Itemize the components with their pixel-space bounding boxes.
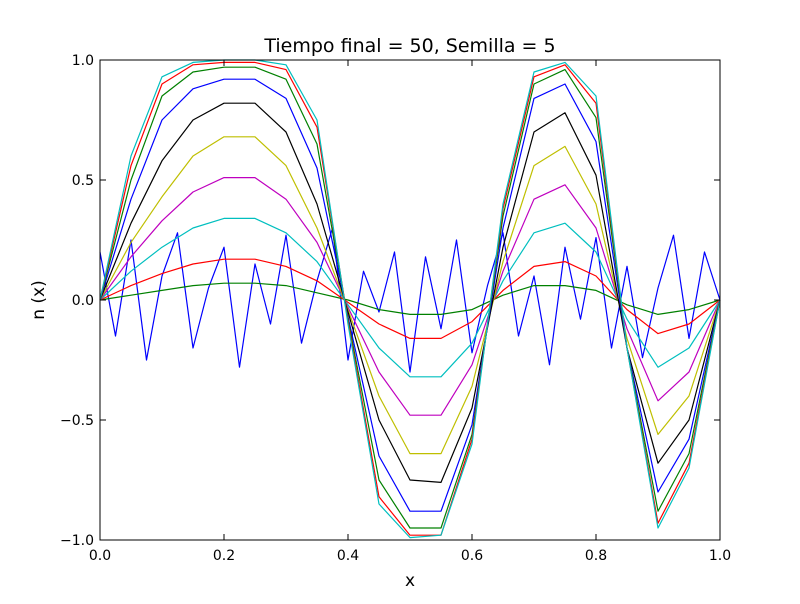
y-axis-label: n (x) [29,280,49,320]
x-tick-label: 0.2 [213,548,235,564]
series-line [99,102,721,483]
y-tick-label: −1.0 [60,533,94,549]
series-line [99,78,721,512]
x-tick-label: 0.8 [585,548,607,564]
series-line [99,282,721,315]
x-tick-label: 0.4 [337,548,359,564]
y-tick-label: 0.5 [72,173,94,189]
series-line [99,258,721,339]
x-tick-label: 1.0 [709,548,731,564]
x-tick-label: 0.6 [461,548,483,564]
series-line [99,59,721,539]
x-tick-label: 0.0 [89,548,111,564]
y-tick-label: 0.0 [72,293,94,309]
series-line [99,227,721,373]
y-tick-label: −0.5 [60,413,94,429]
x-axis-label: x [405,571,415,591]
series-line [99,66,721,529]
chart-title: Tiempo final = 50, Semilla = 5 [263,35,555,57]
y-tick-label: 1.0 [72,53,94,69]
